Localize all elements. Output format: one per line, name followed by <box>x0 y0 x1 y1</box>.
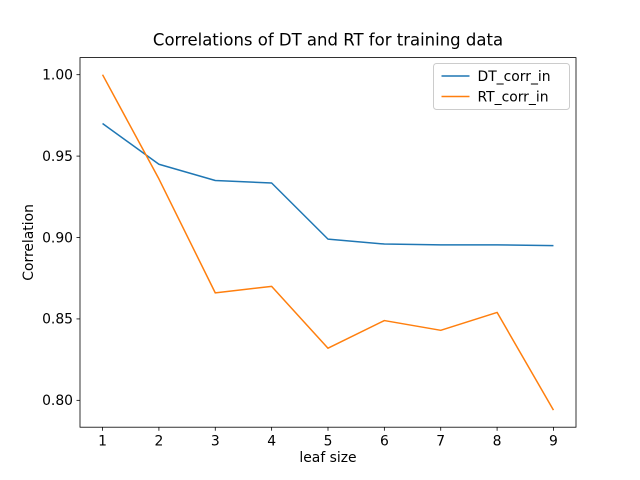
chart-title: Correlations of DT and RT for training d… <box>153 31 503 50</box>
x-tick-label: 3 <box>211 434 220 450</box>
y-tick-label: 0.80 <box>42 393 73 409</box>
x-axis-label: leaf size <box>299 450 356 466</box>
plot-border <box>79 57 577 428</box>
y-tick-label: 1.00 <box>42 67 73 83</box>
x-tick-label: 1 <box>98 434 107 450</box>
series-line-DT_corr_in <box>102 122 554 247</box>
x-tick-label: 9 <box>549 434 558 450</box>
plot-area: 1 2 3 4 5 6 7 8 9 0.80 0.85 0.90 0.95 1.00 DT_corr_in R… <box>42 57 577 450</box>
y-tick-label: 0.85 <box>42 312 73 328</box>
y-tick-label: 0.95 <box>42 149 73 165</box>
legend-box <box>433 63 570 110</box>
legend-label-RT_corr_in: RT_corr_in <box>478 89 549 105</box>
series-line-RT_corr_in <box>101 74 555 411</box>
x-tick-label: 6 <box>380 434 389 450</box>
x-tick-label: 7 <box>436 434 445 450</box>
x-tick-label: 5 <box>324 434 333 450</box>
y-tick-label: 0.90 <box>42 230 73 246</box>
legend-label-DT_corr_in: DT_corr_in <box>478 69 551 85</box>
y-axis-label: Correlation <box>21 204 37 281</box>
x-tick-label: 4 <box>267 434 276 450</box>
x-tick-label: 2 <box>154 434 163 450</box>
x-tick-label: 8 <box>493 434 502 450</box>
